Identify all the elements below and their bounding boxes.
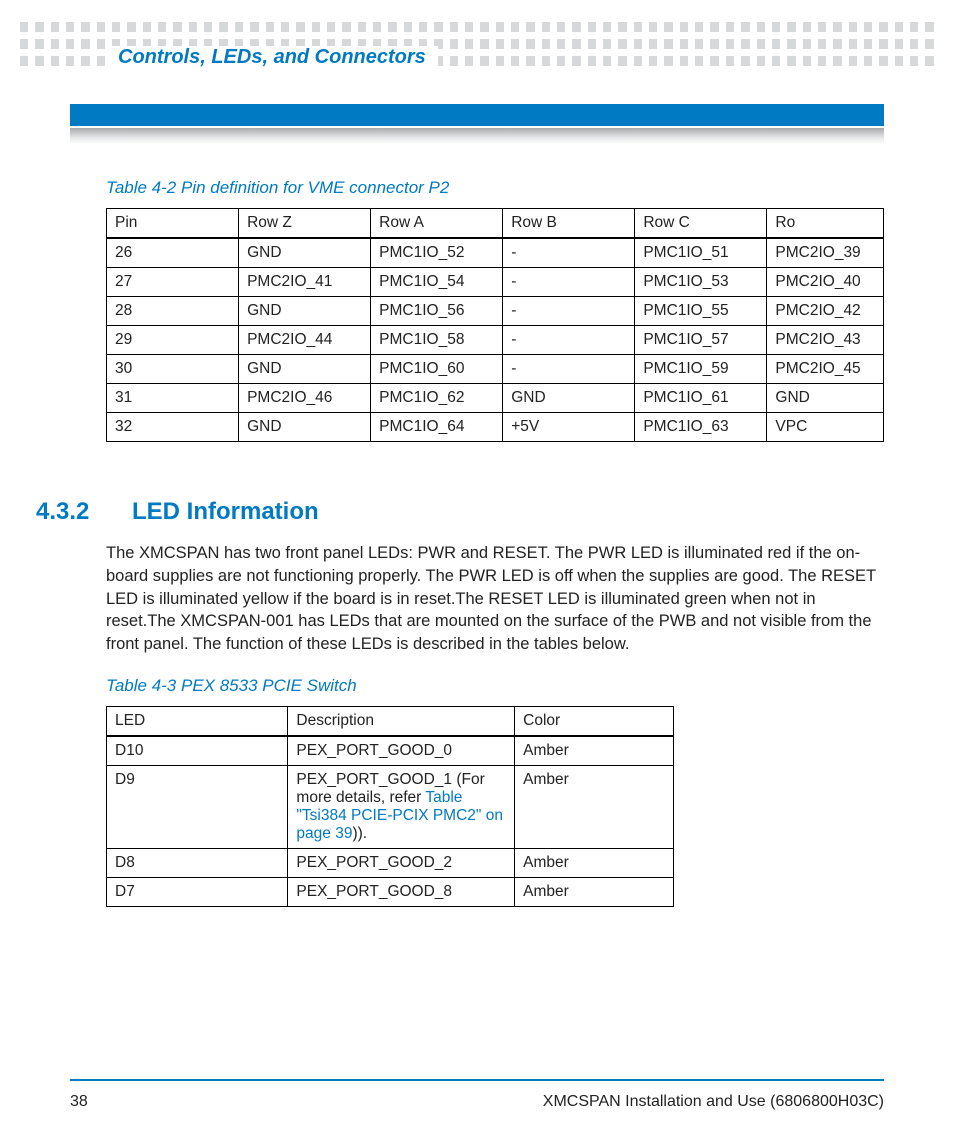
table-cell: Amber [515, 736, 674, 766]
table-cell: - [503, 238, 635, 268]
table-cell: PMC1IO_52 [371, 238, 503, 268]
table-cell: PMC1IO_64 [371, 413, 503, 442]
table-cell: - [503, 355, 635, 384]
table-header: Row Z [239, 209, 371, 239]
table-cell: VPC [767, 413, 884, 442]
table-cell: 26 [107, 238, 239, 268]
table-cell: PMC1IO_61 [635, 384, 767, 413]
table-cell: PEX_PORT_GOOD_1 (For more details, refer… [288, 765, 515, 848]
table-cell: 29 [107, 326, 239, 355]
table-cell: D10 [107, 736, 288, 766]
section-heading: 4.3.2 LED Information [36, 498, 884, 526]
page: Controls, LEDs, and Connectors Table 4-2… [0, 0, 954, 1145]
table-cell: GND [239, 355, 371, 384]
table-header: Ro [767, 209, 884, 239]
table-row: D9PEX_PORT_GOOD_1 (For more details, ref… [107, 765, 674, 848]
table-row: 28GNDPMC1IO_56-PMC1IO_55PMC2IO_42 [107, 297, 884, 326]
footer: 38 XMCSPAN Installation and Use (6806800… [70, 1093, 884, 1111]
table-cell: PMC1IO_60 [371, 355, 503, 384]
header-bar-shadow [70, 128, 884, 144]
table-header: Description [288, 706, 515, 736]
pin-definition-table: PinRow ZRow ARow BRow CRo 26GNDPMC1IO_52… [106, 208, 884, 442]
table-cell: PMC2IO_39 [767, 238, 884, 268]
section-body: The XMCSPAN has two front panel LEDs: PW… [106, 542, 884, 656]
table-cell: PMC1IO_53 [635, 268, 767, 297]
cross-reference-link[interactable]: Table "Tsi384 PCIE-PCIX PMC2" on page 39 [296, 789, 503, 842]
led-table: LEDDescriptionColor D10PEX_PORT_GOOD_0Am… [106, 706, 674, 907]
table-cell: PMC2IO_42 [767, 297, 884, 326]
table-header: Color [515, 706, 674, 736]
table-cell: PMC2IO_43 [767, 326, 884, 355]
table-cell: PMC1IO_56 [371, 297, 503, 326]
table-4-3-caption: Table 4-3 PEX 8533 PCIE Switch [106, 676, 884, 696]
table-cell: GND [239, 413, 371, 442]
table-header: Row A [371, 209, 503, 239]
table-row: 30GNDPMC1IO_60-PMC1IO_59PMC2IO_45 [107, 355, 884, 384]
table-cell: PMC1IO_55 [635, 297, 767, 326]
table-cell: PMC1IO_57 [635, 326, 767, 355]
table-cell: PEX_PORT_GOOD_2 [288, 848, 515, 877]
table-row: 31PMC2IO_46PMC1IO_62GNDPMC1IO_61GND [107, 384, 884, 413]
table-header: Row B [503, 209, 635, 239]
table-cell: PMC1IO_54 [371, 268, 503, 297]
table-cell: D8 [107, 848, 288, 877]
table-row: 26GNDPMC1IO_52-PMC1IO_51PMC2IO_39 [107, 238, 884, 268]
table-cell: 28 [107, 297, 239, 326]
table-cell: PMC1IO_62 [371, 384, 503, 413]
table-cell: 27 [107, 268, 239, 297]
table-4-2-caption: Table 4-2 Pin definition for VME connect… [106, 178, 884, 198]
table-cell: Amber [515, 765, 674, 848]
table-cell: GND [503, 384, 635, 413]
table-cell: PMC1IO_59 [635, 355, 767, 384]
content-area: Table 4-2 Pin definition for VME connect… [106, 178, 884, 907]
page-number: 38 [70, 1093, 88, 1111]
table-cell: PEX_PORT_GOOD_8 [288, 877, 515, 906]
table-cell: PMC1IO_58 [371, 326, 503, 355]
table-row: 27PMC2IO_41PMC1IO_54-PMC1IO_53PMC2IO_40 [107, 268, 884, 297]
table-cell: PMC1IO_51 [635, 238, 767, 268]
table-cell: 30 [107, 355, 239, 384]
table-cell: D9 [107, 765, 288, 848]
table-cell: D7 [107, 877, 288, 906]
table-cell: - [503, 268, 635, 297]
table-cell: PMC1IO_63 [635, 413, 767, 442]
table-cell: GND [239, 297, 371, 326]
table-header: Row C [635, 209, 767, 239]
table-cell: PMC2IO_44 [239, 326, 371, 355]
table-row: 29PMC2IO_44PMC1IO_58-PMC1IO_57PMC2IO_43 [107, 326, 884, 355]
table-row: D7PEX_PORT_GOOD_8Amber [107, 877, 674, 906]
table-header: Pin [107, 209, 239, 239]
table-cell: Amber [515, 848, 674, 877]
doc-title: XMCSPAN Installation and Use (6806800H03… [543, 1093, 884, 1111]
table-cell: GND [767, 384, 884, 413]
table-cell: 31 [107, 384, 239, 413]
table-cell: Amber [515, 877, 674, 906]
table-cell: PMC2IO_45 [767, 355, 884, 384]
footer-rule [70, 1079, 884, 1081]
section-number: 4.3.2 [36, 498, 104, 526]
table-row: 32GNDPMC1IO_64+5VPMC1IO_63VPC [107, 413, 884, 442]
table-cell: PMC2IO_46 [239, 384, 371, 413]
table-cell: - [503, 326, 635, 355]
table-cell: PMC2IO_40 [767, 268, 884, 297]
chapter-title: Controls, LEDs, and Connectors [106, 46, 438, 69]
table-cell: GND [239, 238, 371, 268]
header-bar [70, 104, 884, 126]
table-cell: PEX_PORT_GOOD_0 [288, 736, 515, 766]
table-cell: - [503, 297, 635, 326]
table-cell: +5V [503, 413, 635, 442]
table-header: LED [107, 706, 288, 736]
table-row: D10PEX_PORT_GOOD_0Amber [107, 736, 674, 766]
table-cell: PMC2IO_41 [239, 268, 371, 297]
section-title: LED Information [132, 498, 319, 526]
table-row: D8PEX_PORT_GOOD_2Amber [107, 848, 674, 877]
table-cell: 32 [107, 413, 239, 442]
